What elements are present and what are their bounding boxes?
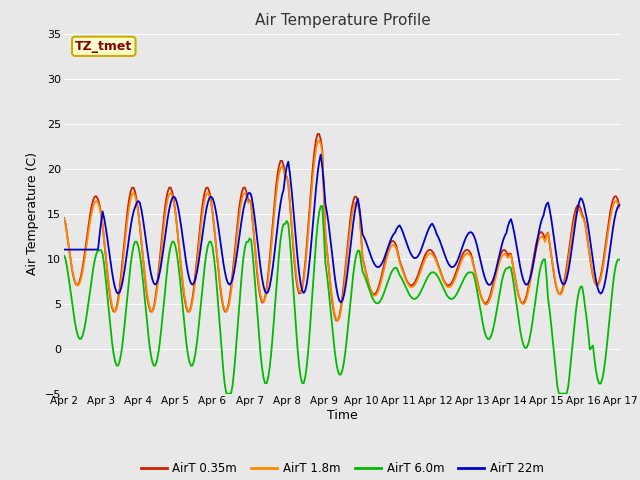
Text: TZ_tmet: TZ_tmet	[75, 40, 132, 53]
Title: Air Temperature Profile: Air Temperature Profile	[255, 13, 430, 28]
Y-axis label: Air Temperature (C): Air Temperature (C)	[26, 152, 39, 275]
X-axis label: Time: Time	[327, 409, 358, 422]
Legend: AirT 0.35m, AirT 1.8m, AirT 6.0m, AirT 22m: AirT 0.35m, AirT 1.8m, AirT 6.0m, AirT 2…	[136, 457, 549, 480]
